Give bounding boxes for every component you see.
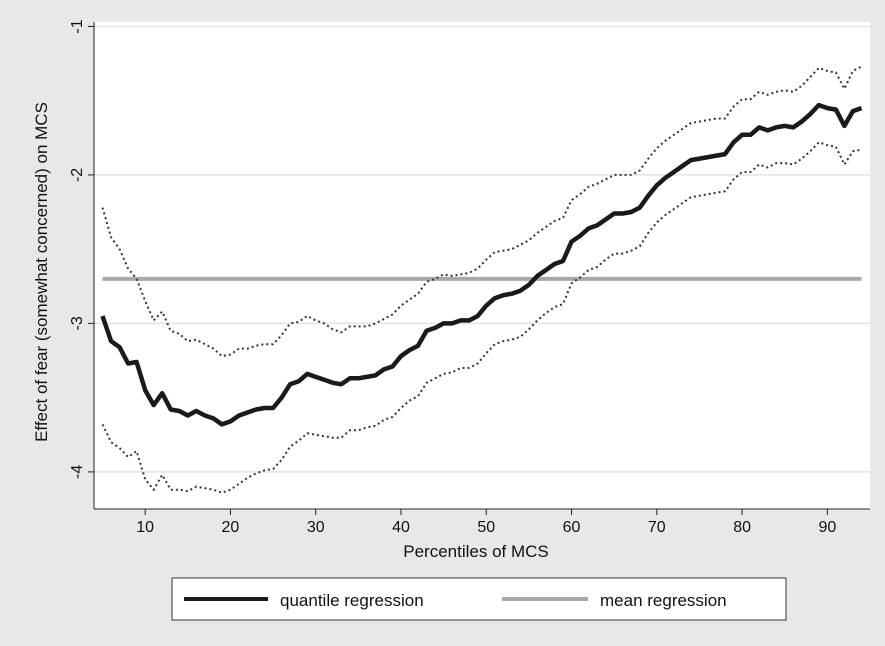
x-tick-label: 70 [648, 519, 666, 536]
grid-lines [94, 25, 870, 473]
x-tick-label: 40 [392, 519, 410, 536]
legend: quantile regression mean regression [171, 577, 787, 621]
y-tick-label: -1 [69, 19, 86, 33]
quantile-regression-line [100, 102, 863, 427]
legend-label-quantile: quantile regression [280, 591, 424, 610]
axes: -4 -3 -2 -1 10 20 30 40 50 60 70 80 90 [69, 19, 870, 536]
x-tick-label: 50 [477, 519, 495, 536]
x-tick-label: 30 [307, 519, 325, 536]
legend-box [171, 577, 787, 621]
lower-bound-line [101, 141, 862, 494]
x-tick-label: 80 [733, 519, 751, 536]
y-tick-label: -2 [69, 168, 86, 182]
x-tick-label: 20 [222, 519, 240, 536]
y-tick-label: -3 [69, 316, 86, 330]
series-group [100, 65, 863, 494]
x-tick-label: 10 [136, 519, 154, 536]
x-tick-label: 90 [818, 519, 836, 536]
y-axis-label: Effect of fear (somewhat concerned) on M… [32, 102, 51, 442]
x-tick-label: 60 [563, 519, 581, 536]
plot-area [94, 22, 870, 509]
x-axis-label: Percentiles of MCS [403, 542, 549, 561]
y-tick-label: -4 [69, 465, 86, 479]
upper-bound-line [101, 65, 862, 358]
legend-label-mean: mean regression [600, 591, 727, 610]
